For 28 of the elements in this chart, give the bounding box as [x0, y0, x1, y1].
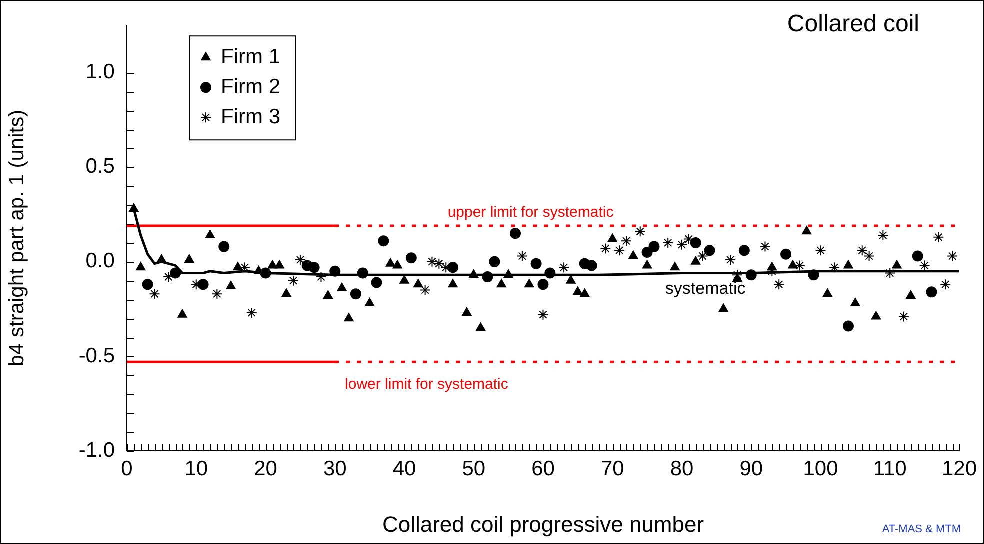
y-axis-title: b4 straight part ap. 1 (units) [5, 110, 28, 367]
x-tick-label: 100 [803, 457, 838, 480]
chart-title: Collared coil [787, 10, 920, 38]
y-tick-label: 0.5 [86, 155, 115, 178]
x-tick-label: 0 [121, 457, 133, 480]
x-tick-label: 50 [462, 457, 486, 480]
annotation: upper limit for systematic [448, 204, 614, 221]
text: AT-MAS & MTM [882, 524, 961, 536]
legend-label: Firm 1 [221, 45, 280, 68]
x-tick-label: 120 [942, 457, 978, 480]
x-tick-label: 20 [254, 457, 278, 480]
x-tick-label: 40 [392, 457, 416, 480]
x-tick-label: 80 [670, 457, 694, 480]
annotation: systematic [665, 279, 746, 298]
legend-label: Firm 2 [221, 75, 280, 98]
legend-label: Firm 3 [221, 105, 280, 128]
y-tick-label: 0.0 [86, 250, 115, 273]
x-tick-label: 70 [600, 457, 624, 480]
x-tick-label: 90 [740, 457, 764, 480]
x-tick-label: 60 [532, 457, 555, 480]
annotation: lower limit for systematic [345, 376, 509, 394]
y-tick-label: -1.0 [78, 438, 115, 462]
x-tick-label: 10 [184, 457, 208, 480]
x-tick-label: 30 [323, 457, 347, 480]
y-tick-label: -0.5 [78, 344, 115, 368]
y-tick-label: 1.0 [86, 60, 115, 84]
x-axis-title: Collared coil progressive number [382, 512, 704, 537]
x-tick-label: 110 [873, 457, 907, 480]
